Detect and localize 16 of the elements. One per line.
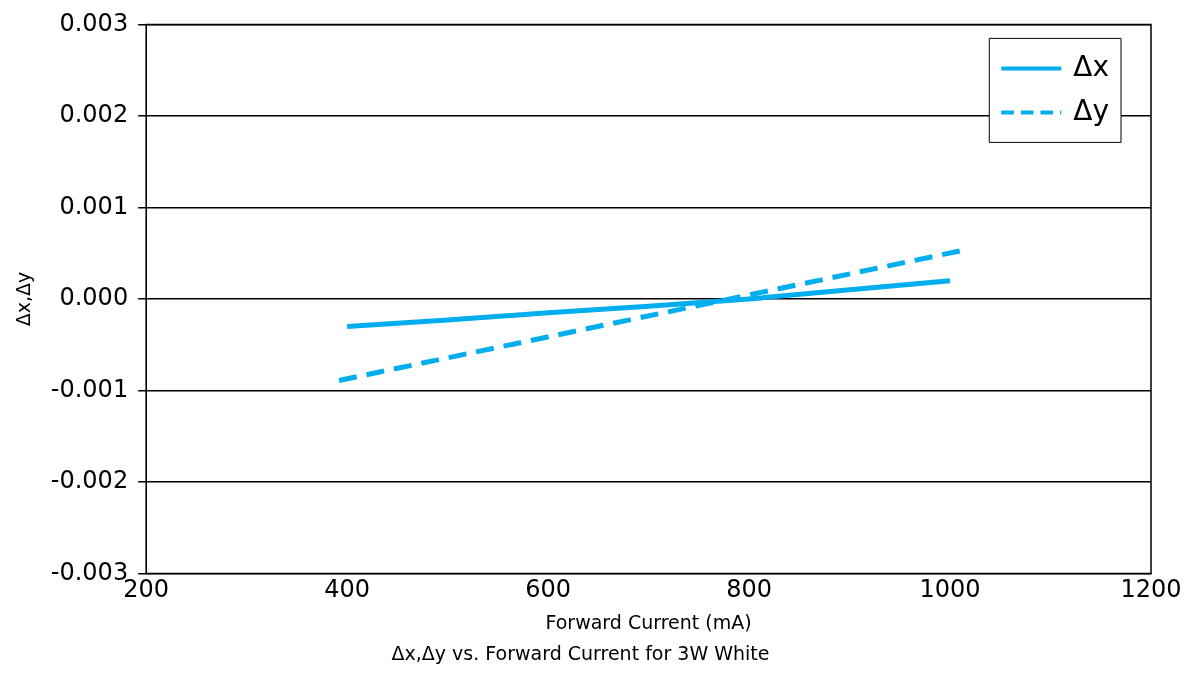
y-tick-label: 0.002 bbox=[59, 100, 129, 129]
x-tick-label: 1200 bbox=[1120, 575, 1182, 604]
y-tick-label: 0.003 bbox=[59, 8, 129, 37]
x-tick-label: 600 bbox=[525, 575, 572, 604]
y-tick-label: -0.002 bbox=[50, 466, 129, 495]
text: Δx,Δy vs. Forward Current for 3W White bbox=[391, 641, 770, 664]
x-axis-title: Forward Current (mA) bbox=[545, 610, 752, 633]
x-tick-label: 400 bbox=[324, 575, 371, 604]
y-axis-title: Δx,Δy bbox=[12, 271, 35, 327]
x-tick-label: 1000 bbox=[919, 575, 981, 604]
y-tick-label: 0.001 bbox=[59, 191, 129, 220]
y-tick-label: 0.000 bbox=[59, 283, 129, 312]
legend-label: Δx bbox=[1073, 49, 1110, 83]
legend-label: Δy bbox=[1073, 93, 1110, 127]
x-tick-label: 800 bbox=[726, 575, 772, 604]
y-tick-label: -0.001 bbox=[50, 374, 129, 403]
